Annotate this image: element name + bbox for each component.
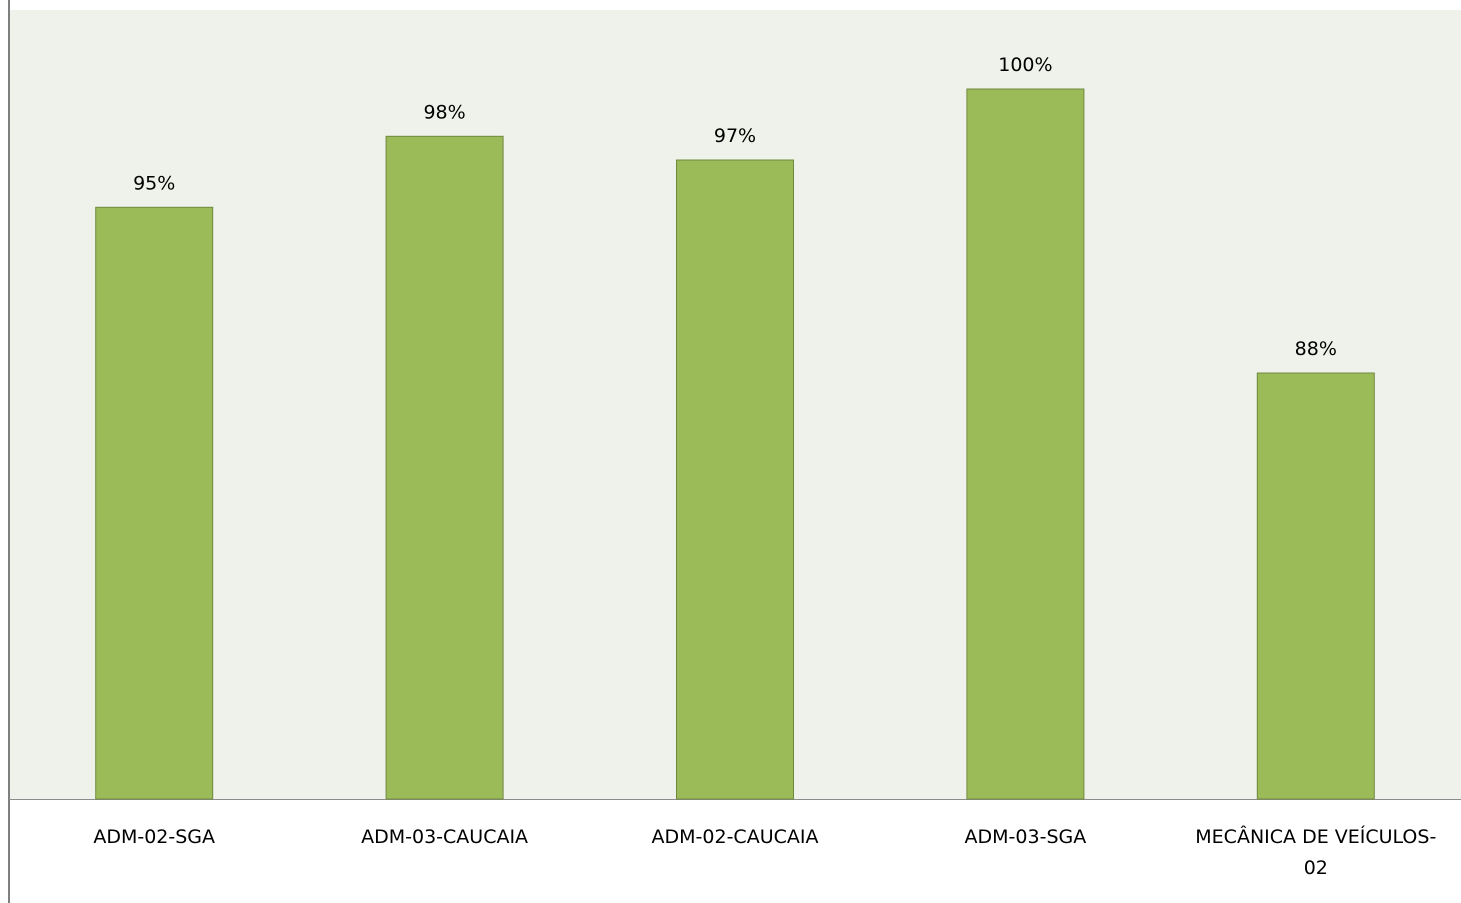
bar-adm-02-sga: [95, 206, 214, 800]
x-tick-label-line: ADM-02-CAUCAIA: [651, 826, 819, 848]
data-label: 97%: [714, 125, 756, 147]
x-tick-label-line: ADM-03-CAUCAIA: [361, 826, 529, 848]
x-tick-label: ADM-03-SGA: [875, 822, 1175, 853]
x-tick-label: ADM-02-CAUCAIA: [585, 822, 885, 853]
data-label: 100%: [998, 54, 1052, 76]
bar-mec-nica-de-ve-culos-02: [1256, 372, 1375, 800]
x-tick-label: MECÂNICA DE VEÍCULOS- 02: [1166, 822, 1461, 884]
bar-adm-03-sga: [966, 88, 1085, 800]
data-label: 98%: [423, 101, 465, 123]
x-tick-label-line: ADM-03-SGA: [964, 826, 1087, 848]
x-tick-label-line: 02: [1303, 857, 1328, 879]
x-tick-label: ADM-03-CAUCAIA: [295, 822, 595, 853]
data-label: 88%: [1295, 338, 1337, 360]
x-tick-label: ADM-02-SGA: [4, 822, 304, 853]
x-tick-label-line: ADM-02-SGA: [93, 826, 216, 848]
x-tick-label-line: MECÂNICA DE VEÍCULOS-: [1195, 826, 1437, 848]
data-label: 95%: [133, 172, 175, 194]
chart-left-border: [8, 0, 10, 903]
bar-adm-02-caucaia: [676, 159, 794, 800]
bar-adm-03-caucaia: [385, 135, 504, 800]
